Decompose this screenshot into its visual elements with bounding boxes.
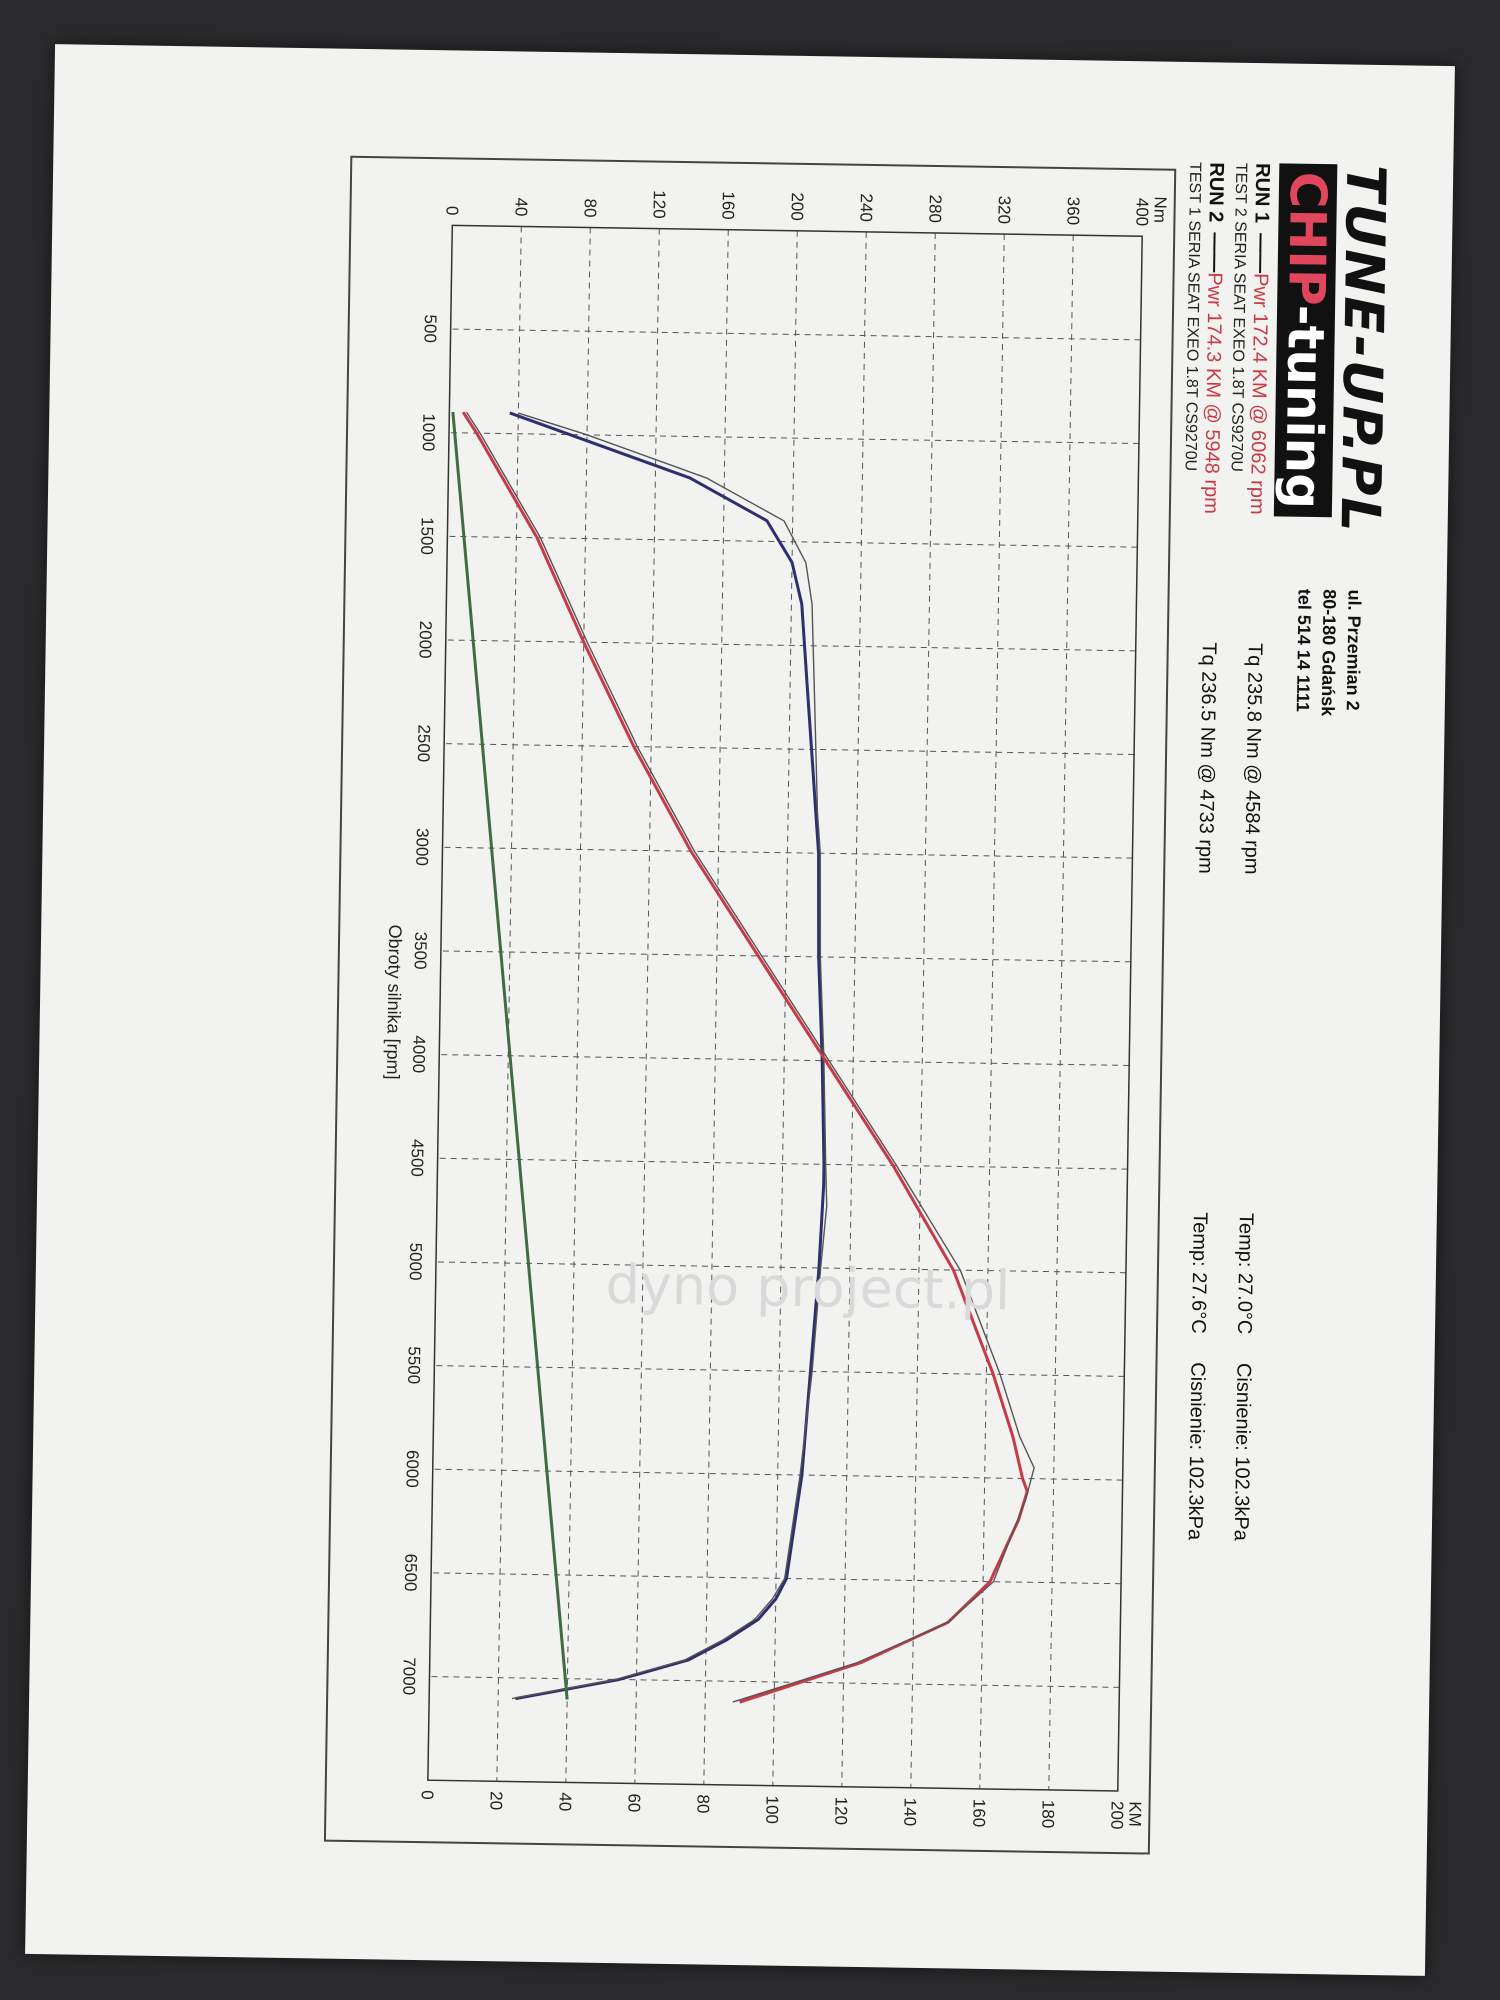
- address-phone: tel 514 14 1111: [1292, 588, 1315, 713]
- y-right-tick-label: 120: [831, 1797, 850, 1826]
- y-left-tick-label: 160: [718, 191, 737, 220]
- run-1-torque: Tq 235.8 Nm @ 4584 rpm: [1240, 642, 1266, 875]
- x-tick-label: 500: [420, 314, 439, 343]
- run-1-dash: ——: [1249, 232, 1273, 274]
- grid-line-x: [442, 846, 1133, 859]
- series-line-0: [509, 411, 826, 1701]
- x-tick-label: 2000: [415, 621, 435, 659]
- run-1-temp: Temp: 27.0°C: [1232, 1212, 1257, 1335]
- logo-chip: CHIP: [1277, 171, 1338, 306]
- watermark: dyno project.pl: [605, 1253, 1010, 1322]
- address-city: 80-180 Gdańsk: [1317, 589, 1340, 717]
- y-left-tick-label: 120: [649, 190, 668, 219]
- run-2-power: Pwr 174.3 KM @ 5948 rpm: [1199, 272, 1226, 515]
- run-1-label: RUN 1: [1250, 162, 1274, 224]
- chart-frame: [323, 155, 1177, 1855]
- run-2-label: RUN 2: [1204, 162, 1228, 223]
- chart-lines: [451, 411, 1035, 1704]
- y-left-tick-label: 200: [787, 192, 806, 221]
- y-left-tick-label: 280: [925, 194, 944, 223]
- y-right-tick-label: 200: [1107, 1801, 1126, 1830]
- x-tick-label: 3500: [411, 932, 431, 970]
- run-2-pressure: Cisnienie: 102.3kPa: [1183, 1362, 1209, 1541]
- run-2-dash: ——: [1203, 232, 1227, 273]
- grid-line-y: [496, 226, 522, 1782]
- grid-line-y: [841, 231, 867, 1787]
- logo-bottom: CHIP-tuning: [1273, 163, 1338, 518]
- chart-axes: 5001000150020002500300035004000450050005…: [383, 190, 1170, 1830]
- y-right-tick-label: 0: [418, 1790, 437, 1800]
- dyno-chart: 5001000150020002500300035004000450050005…: [323, 155, 1177, 1855]
- y-left-tick-label: 360: [1063, 197, 1082, 226]
- address-street: ul. Przemian 2: [1342, 589, 1365, 711]
- grid-line-y: [910, 232, 936, 1788]
- series-line-2: [461, 411, 1029, 1704]
- grid-line-x: [429, 1676, 1120, 1688]
- x-tick-label: 2500: [414, 724, 434, 762]
- grid-line-x: [449, 432, 1139, 445]
- grid-line-y: [565, 227, 591, 1783]
- x-tick-label: 5000: [406, 1243, 426, 1281]
- y-right-tick-label: 160: [969, 1799, 988, 1828]
- y-left-tick-label: 400: [1132, 198, 1151, 227]
- y-left-tick-label: 240: [856, 193, 875, 222]
- y-right-tick-label: 60: [624, 1793, 643, 1812]
- logo-rest: -tuning: [1273, 304, 1336, 510]
- run-1-pressure: Cisnienie: 102.3kPa: [1229, 1362, 1255, 1541]
- y-left-axis-label: Nm: [1150, 196, 1169, 223]
- logo-top: TUNE-UP.PL: [1328, 164, 1398, 535]
- y-left-tick-label: 80: [580, 198, 599, 217]
- y-right-tick-label: 20: [486, 1791, 505, 1810]
- y-right-tick-label: 180: [1038, 1800, 1057, 1829]
- x-axis-label: Obroty silnika [rpm]: [383, 924, 405, 1079]
- grid-line-y: [1048, 235, 1074, 1790]
- y-left-tick-label: 40: [511, 197, 530, 216]
- y-right-axis-label: KM: [1125, 1801, 1144, 1827]
- x-tick-label: 4500: [407, 1139, 427, 1177]
- y-left-tick-label: 320: [994, 196, 1013, 225]
- y-left-tick-label: 0: [442, 206, 461, 216]
- x-tick-label: 5500: [404, 1346, 424, 1384]
- brand-logo: TUNE-UP.PL CHIP-tuning: [1273, 163, 1398, 570]
- x-tick-label: 3000: [412, 828, 432, 866]
- x-tick-label: 1000: [419, 413, 439, 451]
- run-2-torque: Tq 236.5 Nm @ 4733 rpm: [1194, 642, 1220, 874]
- x-tick-label: 6000: [402, 1450, 422, 1488]
- grid-line-x: [445, 639, 1136, 652]
- series-line-1: [511, 412, 828, 1700]
- x-tick-label: 1500: [417, 517, 437, 555]
- chart-grid: [427, 225, 1143, 1792]
- grid-line-y: [703, 229, 729, 1785]
- series-line-4: [451, 411, 569, 1700]
- x-tick-label: 7000: [399, 1657, 419, 1695]
- dyno-printout: TUNE-UP.PL CHIP-tuning ul. Przemian 2 80…: [25, 44, 1455, 1976]
- grid-line-x: [440, 950, 1131, 963]
- rotated-sheet: TUNE-UP.PL CHIP-tuning ul. Przemian 2 80…: [307, 149, 1398, 1865]
- address-block: ul. Przemian 2 80-180 Gdańsk tel 514 14 …: [1290, 589, 1367, 717]
- grid-line-x: [437, 1157, 1128, 1170]
- y-right-tick-label: 40: [555, 1792, 574, 1811]
- grid-line-x: [434, 1365, 1125, 1377]
- y-right-tick-label: 80: [693, 1794, 712, 1813]
- series-line-3: [465, 411, 1035, 1703]
- y-right-tick-label: 140: [900, 1798, 919, 1827]
- run-2-temp: Temp: 27.6°C: [1186, 1212, 1211, 1334]
- y-right-tick-label: 100: [762, 1795, 781, 1824]
- run-1-power: Pwr 172.4 KM @ 6062 rpm: [1245, 272, 1272, 515]
- plot-area: [427, 224, 1143, 1792]
- x-tick-label: 4000: [409, 1035, 429, 1073]
- x-tick-label: 6500: [401, 1554, 421, 1592]
